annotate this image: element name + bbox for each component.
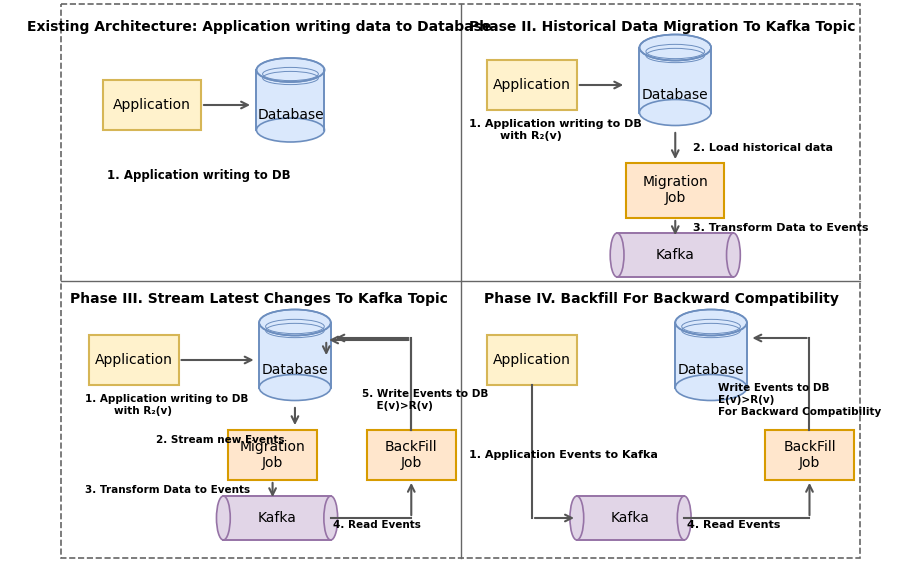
- Text: Application: Application: [493, 78, 571, 92]
- Text: Database: Database: [257, 108, 323, 122]
- Text: 2. Load historical data: 2. Load historical data: [693, 143, 833, 153]
- Text: Kafka: Kafka: [258, 511, 296, 525]
- Ellipse shape: [259, 374, 331, 401]
- Text: Application: Application: [113, 98, 191, 112]
- Bar: [259, 323, 331, 388]
- Ellipse shape: [675, 310, 747, 336]
- Text: 3. Transform Data to Events: 3. Transform Data to Events: [85, 485, 250, 495]
- Ellipse shape: [678, 496, 691, 540]
- Text: Database: Database: [261, 363, 328, 377]
- Bar: [257, 70, 324, 130]
- Ellipse shape: [570, 496, 584, 540]
- Bar: [367, 430, 456, 480]
- Ellipse shape: [640, 99, 711, 125]
- Text: 4. Read Events: 4. Read Events: [333, 520, 422, 530]
- Text: 5. Write Events to DB
    E(v)>R(v): 5. Write Events to DB E(v)>R(v): [362, 389, 488, 411]
- Text: 2. Stream new Events: 2. Stream new Events: [156, 435, 285, 445]
- Text: Migration
Job: Migration Job: [642, 175, 708, 205]
- Text: BackFill
Job: BackFill Job: [385, 440, 438, 470]
- Text: Phase III. Stream Latest Changes To Kafka Topic: Phase III. Stream Latest Changes To Kafk…: [70, 292, 448, 306]
- Ellipse shape: [675, 374, 747, 401]
- Bar: [89, 335, 178, 385]
- Text: BackFill
Job: BackFill Job: [783, 440, 836, 470]
- Bar: [626, 162, 724, 217]
- Text: Kafka: Kafka: [656, 248, 695, 262]
- Text: Kafka: Kafka: [611, 511, 650, 525]
- Text: Migration
Job: Migration Job: [240, 440, 305, 470]
- Text: Phase IV. Backfill For Backward Compatibility: Phase IV. Backfill For Backward Compatib…: [485, 292, 839, 306]
- Ellipse shape: [726, 233, 741, 277]
- Bar: [223, 496, 331, 540]
- Ellipse shape: [640, 34, 711, 61]
- Text: 1. Application writing to DB
        with R₂(v): 1. Application writing to DB with R₂(v): [469, 119, 642, 141]
- Bar: [487, 60, 577, 110]
- Text: 3. Transform Data to Events: 3. Transform Data to Events: [693, 223, 869, 233]
- Text: Application: Application: [493, 353, 571, 367]
- Text: Existing Architecture: Application writing data to Database: Existing Architecture: Application writi…: [27, 20, 491, 34]
- Text: 1. Application writing to DB
        with R₂(v): 1. Application writing to DB with R₂(v): [85, 394, 248, 416]
- Ellipse shape: [216, 496, 231, 540]
- Ellipse shape: [323, 496, 338, 540]
- Ellipse shape: [259, 310, 331, 336]
- Text: Phase II. Historical Data Migration To Kafka Topic: Phase II. Historical Data Migration To K…: [469, 20, 855, 34]
- Text: Database: Database: [642, 88, 708, 102]
- Text: 1. Application Events to Kafka: 1. Application Events to Kafka: [469, 450, 659, 460]
- Bar: [103, 80, 201, 130]
- Ellipse shape: [257, 58, 324, 82]
- Bar: [228, 430, 317, 480]
- Bar: [675, 323, 747, 388]
- Bar: [640, 48, 711, 112]
- Bar: [617, 233, 733, 277]
- Text: 4. Read Events: 4. Read Events: [687, 520, 780, 530]
- Text: Application: Application: [95, 353, 173, 367]
- Bar: [577, 496, 684, 540]
- Bar: [487, 335, 577, 385]
- Text: Database: Database: [678, 363, 744, 377]
- Ellipse shape: [257, 118, 324, 142]
- Text: Write Events to DB
E(v)>R(v)
For Backward Compatibility: Write Events to DB E(v)>R(v) For Backwar…: [718, 383, 881, 416]
- Text: 1. Application writing to DB: 1. Application writing to DB: [107, 169, 291, 182]
- Bar: [765, 430, 854, 480]
- Ellipse shape: [610, 233, 624, 277]
